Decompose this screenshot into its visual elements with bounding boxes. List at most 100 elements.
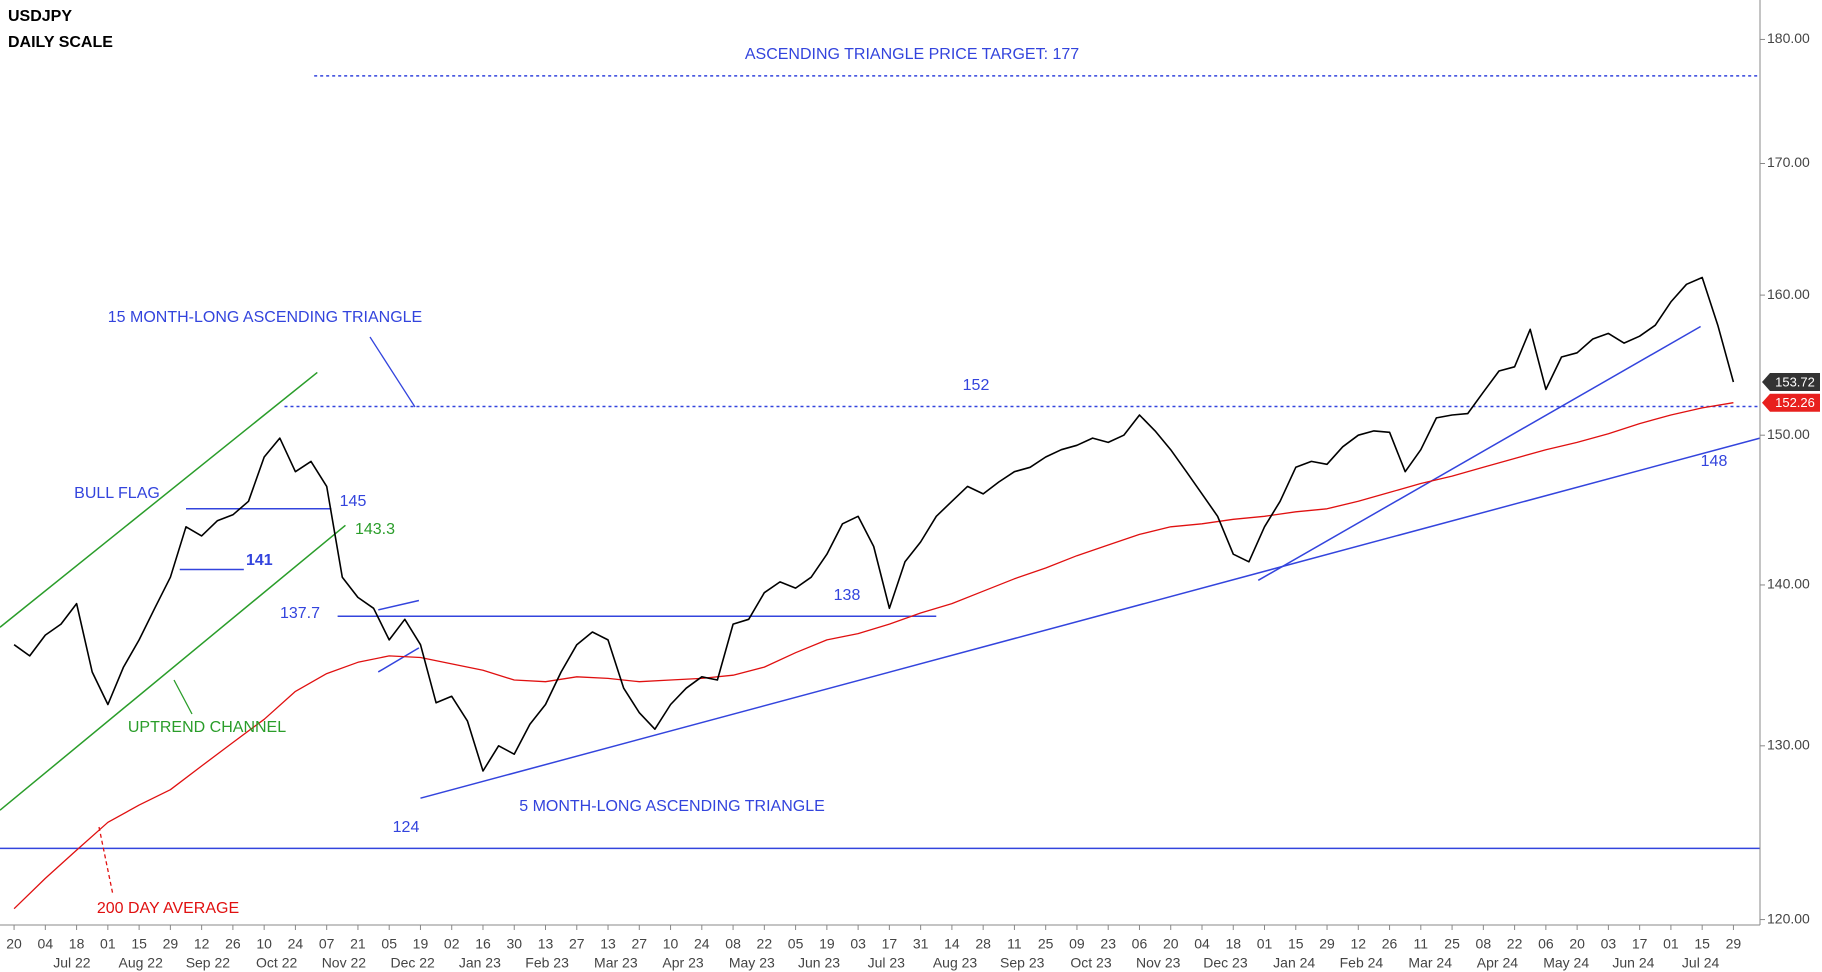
month-label: Sep 22 bbox=[186, 955, 231, 971]
month-label: Jul 24 bbox=[1682, 955, 1720, 971]
month-label: Feb 23 bbox=[525, 955, 569, 971]
annotation: 145 bbox=[340, 493, 367, 510]
x-tick-label: 01 bbox=[1257, 936, 1273, 952]
leader-line bbox=[98, 826, 114, 896]
x-tick-label: 25 bbox=[1444, 936, 1460, 952]
month-label: Jan 23 bbox=[459, 955, 501, 971]
last-value-box bbox=[1762, 373, 1820, 392]
annotation: ASCENDING TRIANGLE PRICE TARGET: 177 bbox=[745, 46, 1079, 63]
annotation: 15 MONTH-LONG ASCENDING TRIANGLE bbox=[108, 309, 422, 326]
annotation: 152 bbox=[963, 377, 990, 394]
x-tick-label: 15 bbox=[131, 936, 147, 952]
trend-line bbox=[0, 371, 318, 628]
x-tick-label: 03 bbox=[1601, 936, 1617, 952]
month-label: Jun 23 bbox=[798, 955, 840, 971]
month-label: Oct 22 bbox=[256, 955, 297, 971]
annotation: 141 bbox=[246, 552, 273, 569]
x-tick-label: 13 bbox=[600, 936, 616, 952]
x-tick-label: 05 bbox=[788, 936, 804, 952]
annotation: UPTREND CHANNEL bbox=[128, 719, 286, 736]
annotation: 143.3 bbox=[355, 521, 395, 538]
x-tick-label: 20 bbox=[6, 936, 22, 952]
month-label: Dec 22 bbox=[390, 955, 435, 971]
x-tick-label: 24 bbox=[694, 936, 710, 952]
month-label: Jan 24 bbox=[1273, 955, 1315, 971]
x-tick-label: 22 bbox=[757, 936, 773, 952]
month-label: Nov 23 bbox=[1136, 955, 1181, 971]
x-tick-label: 19 bbox=[819, 936, 835, 952]
series-line bbox=[13, 276, 1735, 772]
y-tick-label: 170.00 bbox=[1767, 154, 1810, 170]
annotation: 5 MONTH-LONG ASCENDING TRIANGLE bbox=[519, 798, 825, 815]
month-label: Nov 22 bbox=[322, 955, 367, 971]
plot-area bbox=[0, 75, 1761, 910]
x-tick-label: 12 bbox=[194, 936, 210, 952]
annotation: 138 bbox=[834, 587, 861, 604]
month-label: Mar 24 bbox=[1408, 955, 1452, 971]
month-label: Jul 23 bbox=[868, 955, 906, 971]
month-label: Feb 24 bbox=[1340, 955, 1384, 971]
x-tick-label: 09 bbox=[1069, 936, 1085, 952]
month-label: Jun 24 bbox=[1612, 955, 1654, 971]
x-tick-label: 15 bbox=[1288, 936, 1304, 952]
annotation: 124 bbox=[393, 819, 420, 836]
x-tick-label: 07 bbox=[319, 936, 335, 952]
x-tick-label: 05 bbox=[381, 936, 397, 952]
month-label: Mar 23 bbox=[594, 955, 638, 971]
trend-line bbox=[1257, 325, 1701, 581]
x-tick-label: 20 bbox=[1163, 936, 1179, 952]
trend-line bbox=[377, 647, 420, 673]
x-tick-label: 22 bbox=[1507, 936, 1523, 952]
x-tick-label: 17 bbox=[882, 936, 898, 952]
y-tick-label: 140.00 bbox=[1767, 576, 1810, 592]
x-tick-label: 06 bbox=[1132, 936, 1148, 952]
x-tick-label: 31 bbox=[913, 936, 929, 952]
x-tick-label: 29 bbox=[1319, 936, 1335, 952]
y-tick-label: 150.00 bbox=[1767, 426, 1810, 442]
annotation: BULL FLAG bbox=[74, 485, 160, 502]
x-tick-label: 26 bbox=[225, 936, 241, 952]
x-tick-label: 14 bbox=[944, 936, 960, 952]
x-tick-label: 29 bbox=[163, 936, 179, 952]
y-tick-label: 130.00 bbox=[1767, 737, 1810, 753]
x-tick-label: 20 bbox=[1569, 936, 1585, 952]
trend-line bbox=[378, 599, 420, 611]
x-tick-label: 18 bbox=[69, 936, 85, 952]
x-tick-label: 16 bbox=[475, 936, 491, 952]
x-tick-label: 26 bbox=[1382, 936, 1398, 952]
x-tick-label: 23 bbox=[1100, 936, 1116, 952]
x-tick-label: 28 bbox=[975, 936, 991, 952]
x-tick-label: 13 bbox=[538, 936, 554, 952]
last-value-label: 152.26 bbox=[1775, 395, 1815, 410]
series-line bbox=[13, 402, 1734, 910]
x-tick-label: 19 bbox=[413, 936, 429, 952]
month-label: Aug 23 bbox=[933, 955, 978, 971]
y-tick-label: 160.00 bbox=[1767, 286, 1810, 302]
x-tick-label: 08 bbox=[725, 936, 741, 952]
x-tick-label: 02 bbox=[444, 936, 460, 952]
month-label: Oct 23 bbox=[1070, 955, 1111, 971]
annotation: 148 bbox=[1701, 453, 1728, 470]
trend-line bbox=[0, 524, 346, 811]
last-value-label: 153.72 bbox=[1775, 374, 1815, 389]
x-tick-label: 21 bbox=[350, 936, 366, 952]
x-tick-label: 25 bbox=[1038, 936, 1054, 952]
annotation: 200 DAY AVERAGE bbox=[97, 900, 239, 917]
x-tick-label: 04 bbox=[1194, 936, 1210, 952]
x-tick-label: 27 bbox=[569, 936, 585, 952]
last-value-box bbox=[1762, 393, 1820, 412]
month-label: May 23 bbox=[729, 955, 775, 971]
x-tick-label: 30 bbox=[506, 936, 522, 952]
x-tick-label: 01 bbox=[1663, 936, 1679, 952]
x-tick-label: 17 bbox=[1632, 936, 1648, 952]
x-tick-label: 11 bbox=[1414, 936, 1429, 952]
month-label: Apr 23 bbox=[662, 955, 703, 971]
x-tick-label: 27 bbox=[632, 936, 648, 952]
month-label: Jul 22 bbox=[53, 955, 91, 971]
y-tick-label: 120.00 bbox=[1767, 910, 1810, 926]
x-tick-label: 06 bbox=[1538, 936, 1554, 952]
leader-line bbox=[173, 679, 193, 715]
month-label: May 24 bbox=[1543, 955, 1589, 971]
